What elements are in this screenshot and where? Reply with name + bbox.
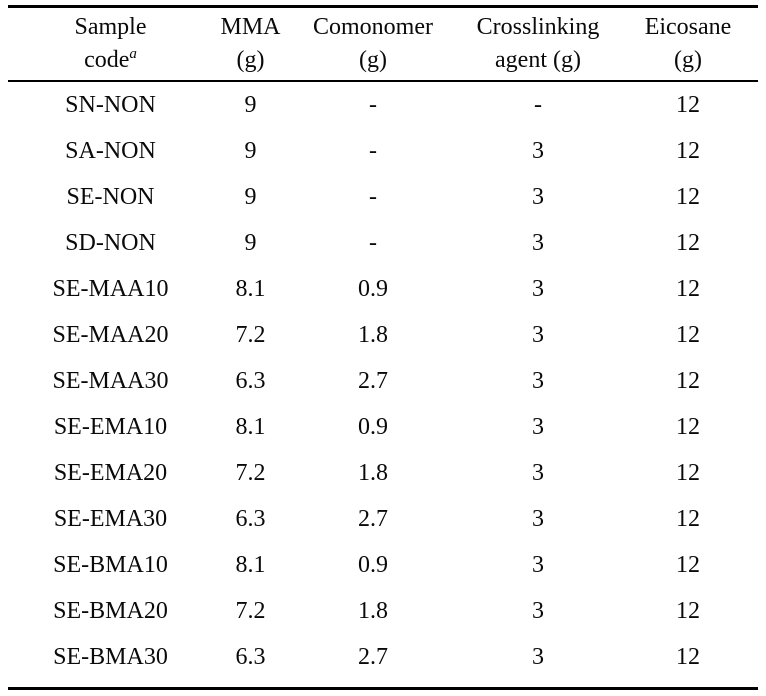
table-row: SE-BMA10 8.1 0.9 3 12 bbox=[8, 542, 758, 588]
cell-sample-code: SN-NON bbox=[65, 91, 156, 118]
header-line: Comonomer bbox=[313, 14, 433, 40]
cell-comonomer: - bbox=[369, 229, 377, 256]
cell-sample-code: SE-BMA30 bbox=[53, 643, 168, 670]
cell-eicosane: 12 bbox=[676, 275, 700, 302]
cell-comonomer: 0.9 bbox=[358, 275, 388, 302]
table-row: SE-EMA30 6.3 2.7 3 12 bbox=[8, 496, 758, 542]
cell-crosslinking-agent: 3 bbox=[532, 367, 544, 394]
cell-crosslinking-agent: 3 bbox=[532, 643, 544, 670]
header-line: Sample bbox=[74, 14, 147, 40]
cell-mma: 7.2 bbox=[235, 459, 266, 486]
cell-crosslinking-agent: 3 bbox=[532, 275, 544, 302]
cell-mma: 6.3 bbox=[235, 505, 266, 532]
table-row: SE-MAA30 6.3 2.7 3 12 bbox=[8, 358, 758, 404]
cell-mma: 8.1 bbox=[235, 413, 266, 440]
cell-comonomer: 0.9 bbox=[358, 551, 388, 578]
cell-crosslinking-agent: 3 bbox=[532, 321, 544, 348]
cell-sample-code: SE-BMA10 bbox=[53, 551, 168, 578]
table-row: SE-EMA20 7.2 1.8 3 12 bbox=[8, 450, 758, 496]
table-row: SE-EMA10 8.1 0.9 3 12 bbox=[8, 404, 758, 450]
footnote-marker: a bbox=[129, 46, 137, 62]
cell-eicosane: 12 bbox=[676, 551, 700, 578]
table-row: SN-NON 9 - - 12 bbox=[8, 81, 758, 128]
table-row: SE-MAA20 7.2 1.8 3 12 bbox=[8, 312, 758, 358]
cell-eicosane: 12 bbox=[676, 505, 700, 532]
cell-crosslinking-agent: 3 bbox=[532, 183, 544, 210]
cell-comonomer: - bbox=[369, 91, 377, 118]
table-row: SE-BMA30 6.3 2.7 3 12 bbox=[8, 634, 758, 689]
cell-mma: 7.2 bbox=[235, 597, 266, 624]
cell-eicosane: 12 bbox=[676, 459, 700, 486]
cell-mma: 6.3 bbox=[235, 367, 266, 394]
header-line: (g) bbox=[236, 47, 265, 73]
cell-comonomer: 0.9 bbox=[358, 413, 388, 440]
cell-eicosane: 12 bbox=[676, 321, 700, 348]
header-line: agent (g) bbox=[495, 47, 581, 73]
cell-sample-code: SD-NON bbox=[65, 229, 156, 256]
cell-sample-code: SE-NON bbox=[66, 183, 155, 210]
cell-mma: 6.3 bbox=[235, 643, 266, 670]
cell-sample-code: SA-NON bbox=[65, 137, 156, 164]
cell-sample-code: SE-EMA20 bbox=[53, 459, 168, 486]
cell-mma: 8.1 bbox=[235, 275, 266, 302]
cell-crosslinking-agent: - bbox=[534, 91, 542, 118]
header-row: Sample codea MMA (g) Comonomer (g) Cross… bbox=[8, 7, 758, 82]
cell-comonomer: - bbox=[369, 183, 377, 210]
cell-comonomer: 2.7 bbox=[358, 367, 388, 394]
cell-crosslinking-agent: 3 bbox=[532, 459, 544, 486]
cell-comonomer: 2.7 bbox=[358, 643, 388, 670]
column-header-sample-code: Sample codea bbox=[8, 7, 213, 82]
formulation-table: Sample codea MMA (g) Comonomer (g) Cross… bbox=[8, 5, 758, 690]
cell-eicosane: 12 bbox=[676, 229, 700, 256]
header-line: (g) bbox=[359, 47, 387, 73]
cell-crosslinking-agent: 3 bbox=[532, 597, 544, 624]
cell-crosslinking-agent: 3 bbox=[532, 137, 544, 164]
cell-comonomer: 1.8 bbox=[358, 459, 388, 486]
table-header: Sample codea MMA (g) Comonomer (g) Cross… bbox=[8, 7, 758, 82]
column-header-mma: MMA (g) bbox=[213, 7, 288, 82]
cell-eicosane: 12 bbox=[676, 183, 700, 210]
header-line: Eicosane bbox=[644, 14, 732, 40]
cell-comonomer: 1.8 bbox=[358, 597, 388, 624]
cell-eicosane: 12 bbox=[676, 91, 700, 118]
cell-comonomer: - bbox=[369, 137, 377, 164]
cell-sample-code: SE-EMA10 bbox=[53, 413, 168, 440]
cell-comonomer: 2.7 bbox=[358, 505, 388, 532]
cell-sample-code: SE-MAA10 bbox=[52, 275, 169, 302]
cell-eicosane: 12 bbox=[676, 137, 700, 164]
column-header-eicosane: Eicosane (g) bbox=[618, 7, 758, 82]
table-body: SN-NON 9 - - 12 SA-NON 9 - 3 12 SE-NON 9 - 3 12 SD-NON 9… bbox=[8, 81, 758, 689]
cell-mma: 8.1 bbox=[235, 551, 266, 578]
cell-sample-code: SE-MAA20 bbox=[52, 321, 169, 348]
header-line: MMA bbox=[220, 14, 281, 40]
cell-eicosane: 12 bbox=[676, 597, 700, 624]
cell-sample-code: SE-MAA30 bbox=[52, 367, 169, 394]
table-row: SE-BMA20 7.2 1.8 3 12 bbox=[8, 588, 758, 634]
cell-sample-code: SE-BMA20 bbox=[53, 597, 168, 624]
cell-crosslinking-agent: 3 bbox=[532, 229, 544, 256]
table-row: SE-MAA10 8.1 0.9 3 12 bbox=[8, 266, 758, 312]
header-line: (g) bbox=[674, 47, 702, 73]
cell-comonomer: 1.8 bbox=[358, 321, 388, 348]
cell-mma: 7.2 bbox=[235, 321, 266, 348]
cell-sample-code: SE-EMA30 bbox=[53, 505, 168, 532]
column-header-comonomer: Comonomer (g) bbox=[288, 7, 458, 82]
cell-mma: 9 bbox=[244, 229, 257, 256]
column-header-crosslinking-agent: Crosslinking agent (g) bbox=[458, 7, 618, 82]
table-row: SD-NON 9 - 3 12 bbox=[8, 220, 758, 266]
table-row: SE-NON 9 - 3 12 bbox=[8, 174, 758, 220]
cell-crosslinking-agent: 3 bbox=[532, 505, 544, 532]
cell-crosslinking-agent: 3 bbox=[532, 413, 544, 440]
cell-mma: 9 bbox=[244, 183, 257, 210]
header-line: Crosslinking bbox=[476, 14, 600, 40]
cell-eicosane: 12 bbox=[676, 643, 700, 670]
cell-eicosane: 12 bbox=[676, 413, 700, 440]
table-row: SA-NON 9 - 3 12 bbox=[8, 128, 758, 174]
cell-eicosane: 12 bbox=[676, 367, 700, 394]
cell-crosslinking-agent: 3 bbox=[532, 551, 544, 578]
cell-mma: 9 bbox=[244, 137, 257, 164]
cell-mma: 9 bbox=[244, 91, 257, 118]
header-line: code bbox=[84, 47, 130, 73]
